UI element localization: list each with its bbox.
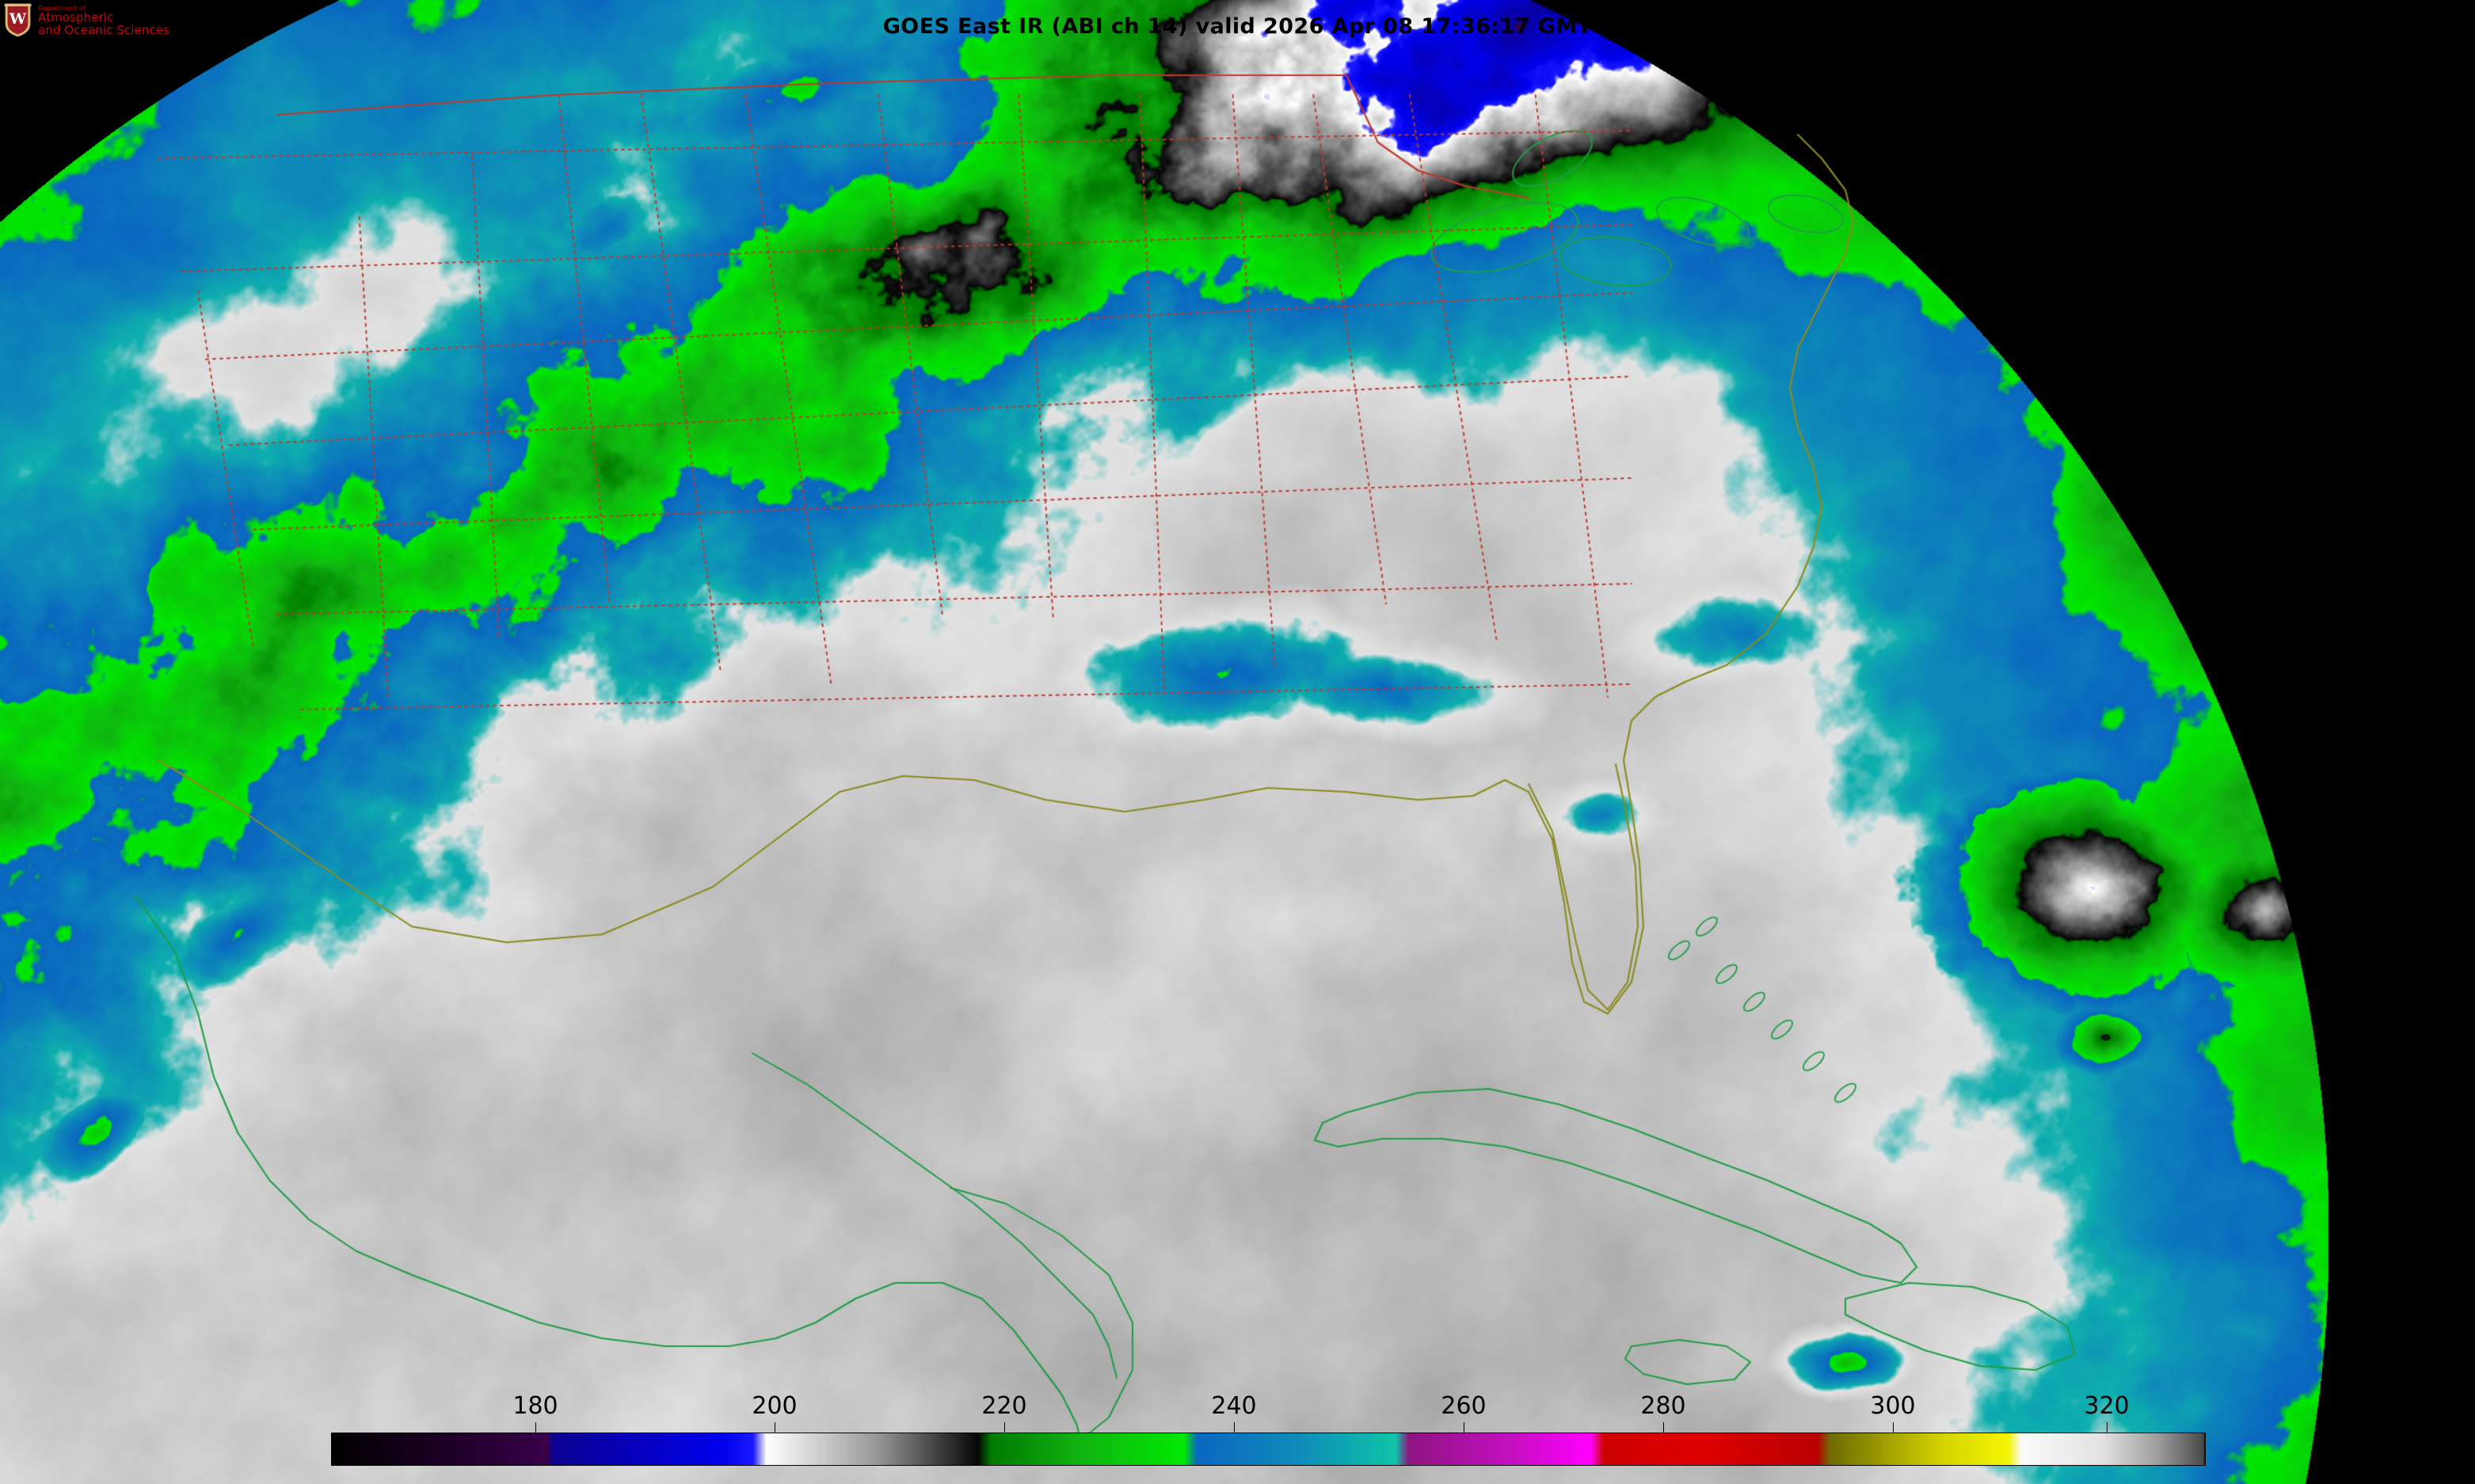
uw-crest-icon: W [3,2,32,37]
svg-text:W: W [9,10,27,28]
colorbar-tick-label: 220 [981,1392,1026,1420]
colorbar-tick-label: 300 [1870,1392,1915,1420]
logo-text-block: Department of Atmospheric and Oceanic Sc… [38,2,169,37]
satellite-image [0,0,2475,1484]
logo-line-2: and Oceanic Sciences [38,25,169,37]
colorbar-tick [2107,1422,2108,1433]
colorbar-tick-label: 240 [1211,1392,1256,1420]
colorbar-tick [535,1422,536,1433]
uw-aos-logo: W Department of Atmospheric and Oceanic … [3,2,169,37]
colorbar-tick [1004,1422,1005,1433]
colorbar-tick [1234,1422,1235,1433]
colorbar-tick [1663,1422,1664,1433]
colorbar-tick-label: 320 [2084,1392,2129,1420]
colorbar-tick-label: 280 [1640,1392,1685,1420]
colorbar-tick [1893,1422,1894,1433]
colorbar-tick-label: 180 [512,1392,558,1420]
colorbar-gradient [331,1433,2206,1466]
colorbar-tick-label: 260 [1441,1392,1486,1420]
ir-imagery-canvas [0,0,2475,1484]
colorbar-tick-label: 200 [752,1392,797,1420]
temperature-colorbar [331,1433,2206,1466]
goes-satellite-viewer: GOES East IR (ABI ch 14) valid 2026 Apr … [0,0,2475,1484]
